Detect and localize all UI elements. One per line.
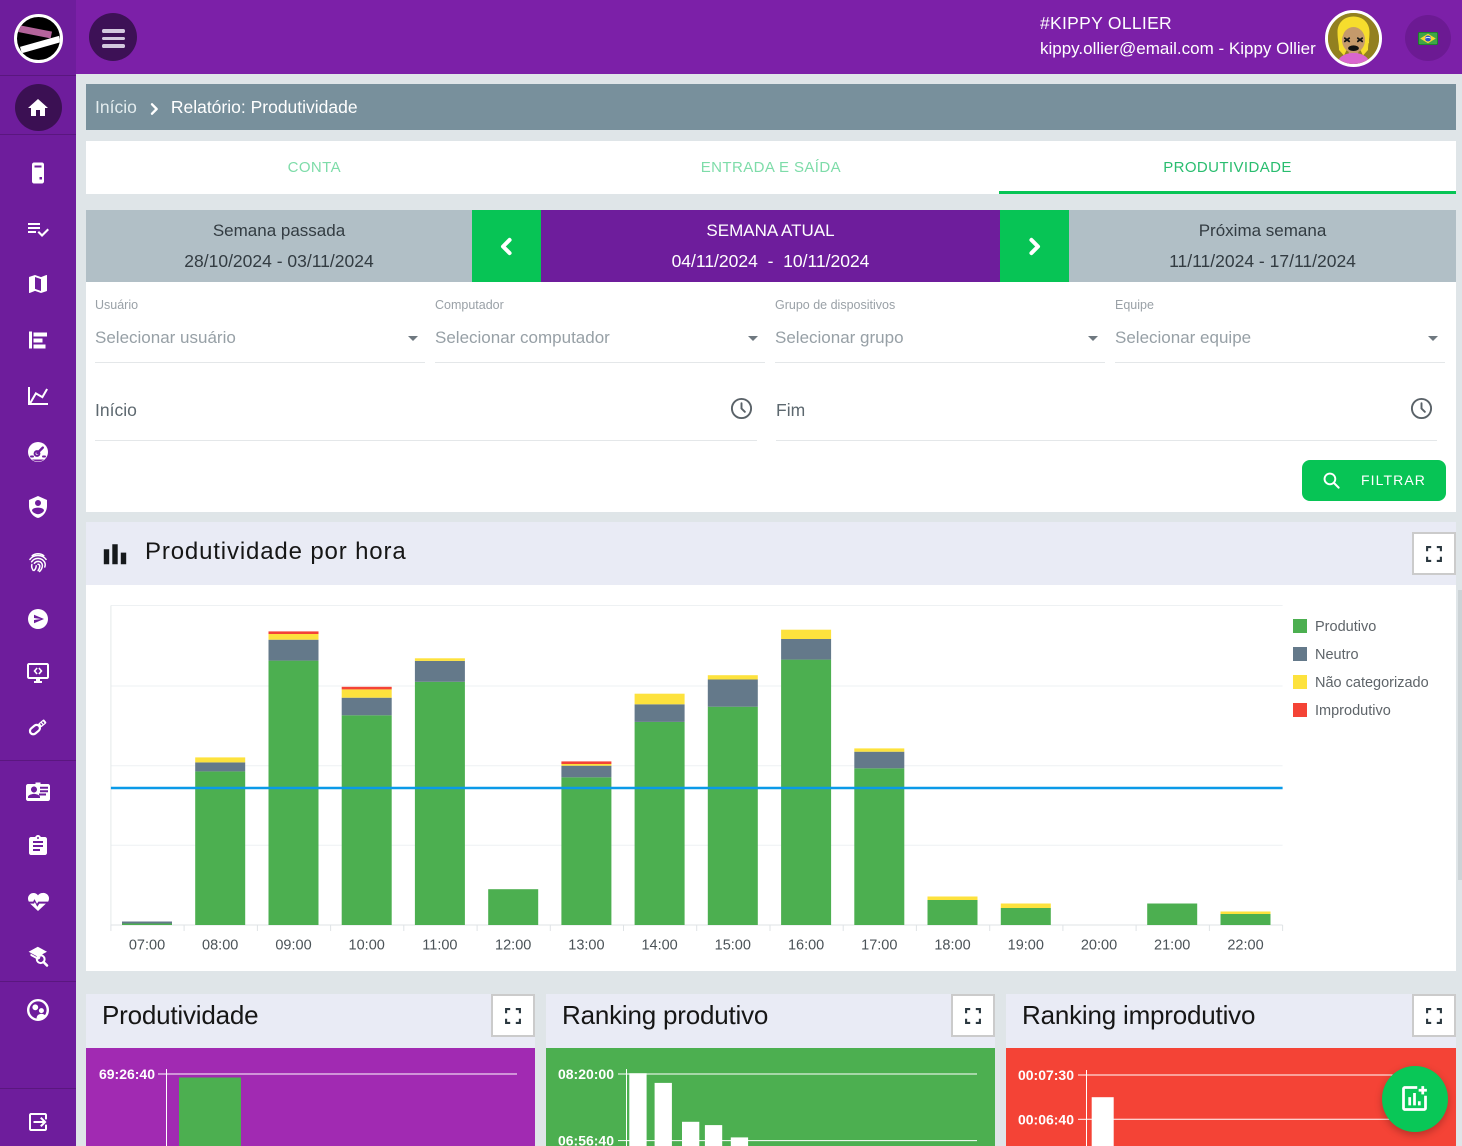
svg-text:14:00: 14:00: [641, 938, 677, 954]
svg-text:Não categorizado: Não categorizado: [1315, 675, 1429, 691]
svg-text:18:00: 18:00: [934, 938, 970, 954]
svg-text:09:00: 09:00: [275, 938, 311, 954]
svg-text:16:00: 16:00: [788, 938, 824, 954]
svg-text:Produtivo: Produtivo: [1315, 619, 1376, 635]
svg-text:07:00: 07:00: [129, 938, 165, 954]
svg-text:00:06:40: 00:06:40: [1018, 1111, 1074, 1127]
svg-text:22:00: 22:00: [1227, 938, 1263, 954]
svg-text:15:00: 15:00: [715, 938, 751, 954]
svg-text:08:20:00: 08:20:00: [558, 1066, 614, 1082]
svg-text:12:00: 12:00: [495, 938, 531, 954]
svg-text:19:00: 19:00: [1008, 938, 1044, 954]
svg-text:Improdutivo: Improdutivo: [1315, 703, 1391, 719]
svg-text:17:00: 17:00: [861, 938, 897, 954]
svg-text:21:00: 21:00: [1154, 938, 1190, 954]
svg-text:69:26:40: 69:26:40: [99, 1066, 155, 1082]
svg-text:20:00: 20:00: [1081, 938, 1117, 954]
svg-text:Neutro: Neutro: [1315, 647, 1359, 663]
svg-text:10:00: 10:00: [349, 938, 385, 954]
svg-text:11:00: 11:00: [422, 938, 457, 954]
svg-text:06:56:40: 06:56:40: [558, 1133, 614, 1146]
svg-text:00:07:30: 00:07:30: [1018, 1067, 1074, 1083]
svg-text:13:00: 13:00: [568, 938, 604, 954]
svg-text:08:00: 08:00: [202, 938, 238, 954]
